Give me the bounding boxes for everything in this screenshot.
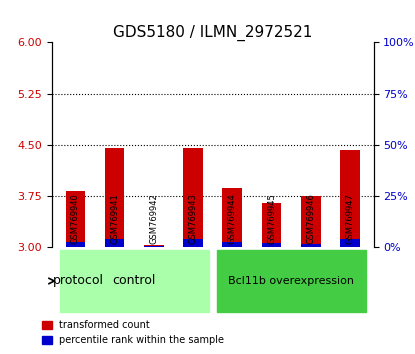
Bar — [301, 244, 320, 247]
Bar — [262, 243, 281, 247]
Bar — [144, 246, 164, 247]
Bar — [60, 250, 209, 312]
Text: GSM769942: GSM769942 — [149, 193, 159, 244]
Text: Bcl11b overexpression: Bcl11b overexpression — [228, 276, 354, 286]
Bar — [217, 250, 366, 312]
Bar — [66, 191, 85, 247]
Bar — [262, 202, 281, 247]
Bar — [222, 188, 242, 247]
Bar — [183, 239, 203, 247]
Text: GSM769940: GSM769940 — [71, 193, 80, 244]
Text: GSM769944: GSM769944 — [228, 193, 237, 244]
Text: GSM769945: GSM769945 — [267, 193, 276, 244]
Text: GSM769941: GSM769941 — [110, 193, 119, 244]
Text: control: control — [112, 274, 156, 287]
Bar — [105, 148, 124, 247]
Text: GSM769947: GSM769947 — [345, 193, 354, 244]
Bar — [222, 242, 242, 247]
Text: GSM769943: GSM769943 — [188, 193, 198, 244]
Bar — [66, 242, 85, 247]
Bar — [340, 150, 360, 247]
Bar — [105, 239, 124, 247]
Text: protocol: protocol — [53, 274, 104, 287]
Title: GDS5180 / ILMN_2972521: GDS5180 / ILMN_2972521 — [113, 25, 312, 41]
Text: GSM769946: GSM769946 — [306, 193, 315, 244]
Legend: transformed count, percentile rank within the sample: transformed count, percentile rank withi… — [38, 316, 228, 349]
Bar — [183, 148, 203, 247]
Bar — [301, 196, 320, 247]
Bar — [144, 245, 164, 247]
Bar — [340, 239, 360, 247]
